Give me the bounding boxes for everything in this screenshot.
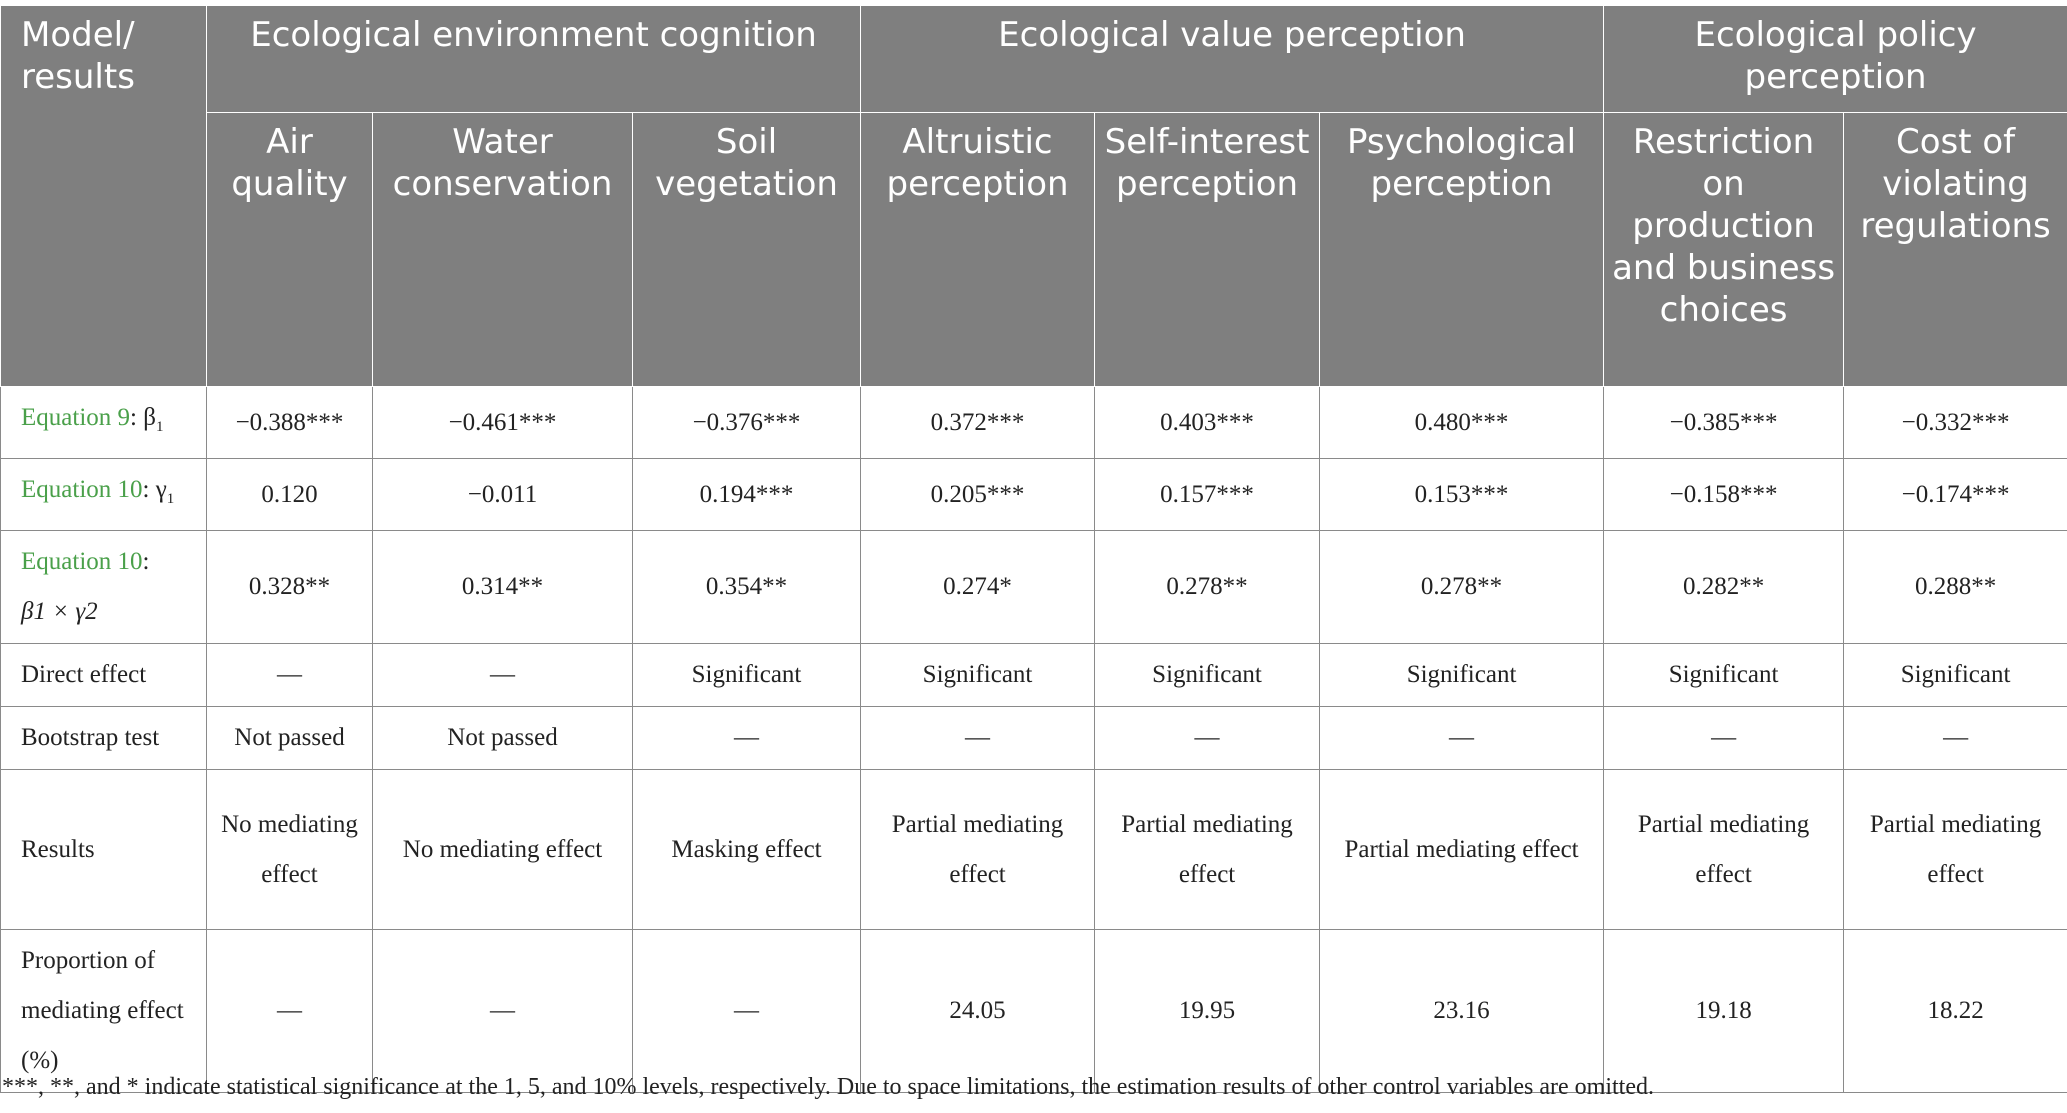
group-header-environment: Ecological environment cognition bbox=[205, 5, 862, 113]
table-cell: — bbox=[1843, 706, 2067, 770]
table-cell: 0.480*** bbox=[1319, 386, 1605, 459]
table-cell: 23.16 bbox=[1319, 929, 1605, 1093]
table-cell: 0.328** bbox=[206, 530, 373, 644]
table-cell: −0.011 bbox=[372, 458, 633, 531]
table-cell: −0.174*** bbox=[1843, 458, 2067, 531]
table-cell: 0.278** bbox=[1094, 530, 1321, 644]
table-cell: Partial mediating effect bbox=[1843, 769, 2067, 930]
table-cell: 0.403*** bbox=[1094, 386, 1321, 459]
table-cell: −0.158*** bbox=[1603, 458, 1845, 531]
col-header: Air quality bbox=[206, 112, 373, 387]
results-table: Model/ results Ecological environment co… bbox=[0, 5, 2067, 1093]
col-header: Altruistic perception bbox=[860, 112, 1096, 387]
table-cell: 0.278** bbox=[1319, 530, 1605, 644]
table-cell: Significant bbox=[1603, 643, 1845, 707]
col-header: Self-interest perception bbox=[1094, 112, 1321, 387]
table-cell: — bbox=[1319, 706, 1605, 770]
table-cell: −0.376*** bbox=[631, 386, 862, 459]
table-cell: Not passed bbox=[372, 706, 633, 770]
table-cell: 19.95 bbox=[1094, 929, 1321, 1093]
table-cell: — bbox=[631, 929, 862, 1093]
group-header-policy: Ecological policy perception bbox=[1603, 5, 2067, 113]
col-header: Soil vegetation bbox=[631, 112, 862, 387]
col-header: Restriction on production and business c… bbox=[1603, 112, 1845, 387]
table-cell: −0.332*** bbox=[1843, 386, 2067, 459]
table-cell: −0.385*** bbox=[1603, 386, 1845, 459]
row-label: Equation 10: β1 × γ2 bbox=[0, 530, 207, 644]
table-cell: Not passed bbox=[206, 706, 373, 770]
table-cell: Significant bbox=[631, 643, 862, 707]
table-row: Results No mediating effect No mediating… bbox=[0, 769, 2067, 930]
col-header: Water conservation bbox=[372, 112, 633, 387]
table-cell: — bbox=[1094, 706, 1321, 770]
table-cell: 0.194*** bbox=[631, 458, 862, 531]
table-cell: — bbox=[372, 643, 633, 707]
equation-link[interactable]: Equation 10 bbox=[21, 476, 143, 503]
table-cell: 0.288** bbox=[1843, 530, 2067, 644]
table-cell: 0.372*** bbox=[860, 386, 1096, 459]
row-label: Direct effect bbox=[0, 643, 207, 707]
table-cell: — bbox=[206, 929, 373, 1093]
table-cell: Significant bbox=[1094, 643, 1321, 707]
table-cell: No mediating effect bbox=[206, 769, 373, 930]
group-header-value: Ecological value perception bbox=[860, 5, 1605, 113]
table-cell: Partial mediating effect bbox=[1603, 769, 1845, 930]
table-cell: Significant bbox=[1319, 643, 1605, 707]
equation-link[interactable]: Equation 9 bbox=[21, 404, 131, 431]
table-cell: 0.157*** bbox=[1094, 458, 1321, 531]
table-cell: Partial mediating effect bbox=[1319, 769, 1605, 930]
row-label: Proportion of mediating effect (%) bbox=[0, 929, 207, 1093]
row-label: Equation 10: γ1 bbox=[0, 458, 207, 531]
table-cell: Masking effect bbox=[631, 769, 862, 930]
table-cell: 0.314** bbox=[372, 530, 633, 644]
row-label: Results bbox=[0, 769, 207, 930]
table-cell: 19.18 bbox=[1603, 929, 1845, 1093]
table-cell: — bbox=[631, 706, 862, 770]
table-cell: Significant bbox=[860, 643, 1096, 707]
table-cell: Partial mediating effect bbox=[860, 769, 1096, 930]
table-cell: Partial mediating effect bbox=[1094, 769, 1321, 930]
table-cell: 0.120 bbox=[206, 458, 373, 531]
table-cell: −0.388*** bbox=[206, 386, 373, 459]
table-row: Bootstrap test Not passed Not passed — —… bbox=[0, 706, 2067, 770]
table-cell: 0.282** bbox=[1603, 530, 1845, 644]
col-header: Cost of violating regulations bbox=[1843, 112, 2067, 387]
table-cell: 0.205*** bbox=[860, 458, 1096, 531]
table-row: Equation 10: β1 × γ2 0.328** 0.314** 0.35… bbox=[0, 530, 2067, 644]
table-row: Proportion of mediating effect (%) — — —… bbox=[0, 929, 2067, 1093]
table-row: Direct effect — — Significant Significan… bbox=[0, 643, 2067, 707]
corner-header: Model/ results bbox=[0, 5, 207, 387]
table-cell: 0.274* bbox=[860, 530, 1096, 644]
table-cell: −0.461*** bbox=[372, 386, 633, 459]
col-header: Psychological perception bbox=[1319, 112, 1605, 387]
table-cell: No mediating effect bbox=[372, 769, 633, 930]
table-cell: — bbox=[206, 643, 373, 707]
table-cell: 0.354** bbox=[631, 530, 862, 644]
table-cell: — bbox=[1603, 706, 1845, 770]
row-label: Bootstrap test bbox=[0, 706, 207, 770]
equation-link[interactable]: Equation 10 bbox=[21, 548, 143, 575]
table-cell: Significant bbox=[1843, 643, 2067, 707]
table-cell: 18.22 bbox=[1843, 929, 2067, 1093]
table-cell: 24.05 bbox=[860, 929, 1096, 1093]
table-cell: — bbox=[372, 929, 633, 1093]
table-cell: — bbox=[860, 706, 1096, 770]
table-footnote: ***, **, and * indicate statistical sign… bbox=[2, 1074, 1654, 1100]
row-label: Equation 9: β1 bbox=[0, 386, 207, 459]
table-cell: 0.153*** bbox=[1319, 458, 1605, 531]
table-row: Equation 10: γ1 0.120 −0.011 0.194*** 0.… bbox=[0, 458, 2067, 531]
table-row: Equation 9: β1 −0.388*** −0.461*** −0.37… bbox=[0, 386, 2067, 459]
